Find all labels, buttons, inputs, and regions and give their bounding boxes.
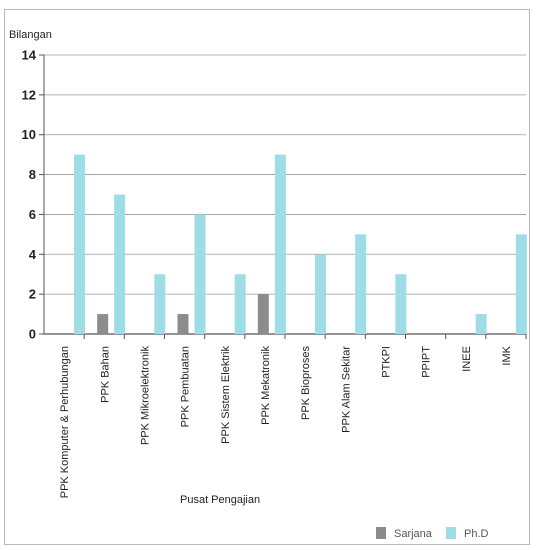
legend-swatch bbox=[446, 527, 456, 539]
y-tick-label: 14 bbox=[22, 48, 37, 63]
bar-phd bbox=[395, 274, 407, 334]
x-category-label: PTKPI bbox=[380, 346, 392, 378]
x-category-label: PPIPT bbox=[421, 346, 433, 378]
bar-phd bbox=[475, 314, 487, 334]
y-tick-label: 12 bbox=[22, 87, 36, 102]
y-tick-label: 0 bbox=[29, 327, 36, 342]
bar-phd bbox=[274, 154, 286, 334]
legend-label: Ph.D bbox=[464, 528, 489, 540]
bar-phd bbox=[515, 234, 527, 334]
x-category-label: INEE bbox=[461, 346, 473, 372]
bar-phd bbox=[234, 274, 246, 334]
bar-phd bbox=[154, 274, 166, 334]
x-category-label: PPK Komputer & Perhubungan bbox=[59, 346, 71, 498]
legend-label: Sarjana bbox=[394, 528, 433, 540]
x-axis-title: Pusat Pengajian bbox=[180, 494, 260, 506]
y-tick-label: 8 bbox=[29, 167, 36, 182]
x-category-label: PPK Bahan bbox=[99, 346, 111, 403]
legend-swatch bbox=[376, 527, 386, 539]
x-category-label: PPK Mikroelektronik bbox=[139, 346, 151, 446]
bar-phd bbox=[74, 154, 85, 334]
x-category-label: PPK Alam Sekitar bbox=[340, 346, 352, 433]
chart-frame bbox=[4, 9, 530, 545]
bar-sarjana bbox=[257, 294, 269, 334]
x-category-label: PPK Mekatronik bbox=[260, 346, 272, 425]
x-category-label: PPK Bioproses bbox=[300, 346, 312, 420]
bar-phd bbox=[315, 254, 326, 334]
y-tick-label: 6 bbox=[29, 207, 36, 222]
x-category-label: PPK Sistem Elektrik bbox=[220, 346, 232, 444]
x-category-label: IMK bbox=[501, 345, 513, 365]
bar-sarjana bbox=[97, 314, 109, 334]
bar-sarjana bbox=[177, 314, 189, 334]
y-tick-label: 2 bbox=[29, 287, 36, 302]
y-tick-label: 4 bbox=[29, 247, 37, 262]
y-axis-title: Bilangan bbox=[9, 29, 52, 41]
x-category-label: PPK Pembuatan bbox=[180, 346, 192, 427]
bar-phd bbox=[114, 194, 126, 334]
bar-phd bbox=[355, 234, 367, 334]
y-tick-label: 10 bbox=[22, 127, 36, 142]
bar-phd bbox=[194, 214, 206, 334]
